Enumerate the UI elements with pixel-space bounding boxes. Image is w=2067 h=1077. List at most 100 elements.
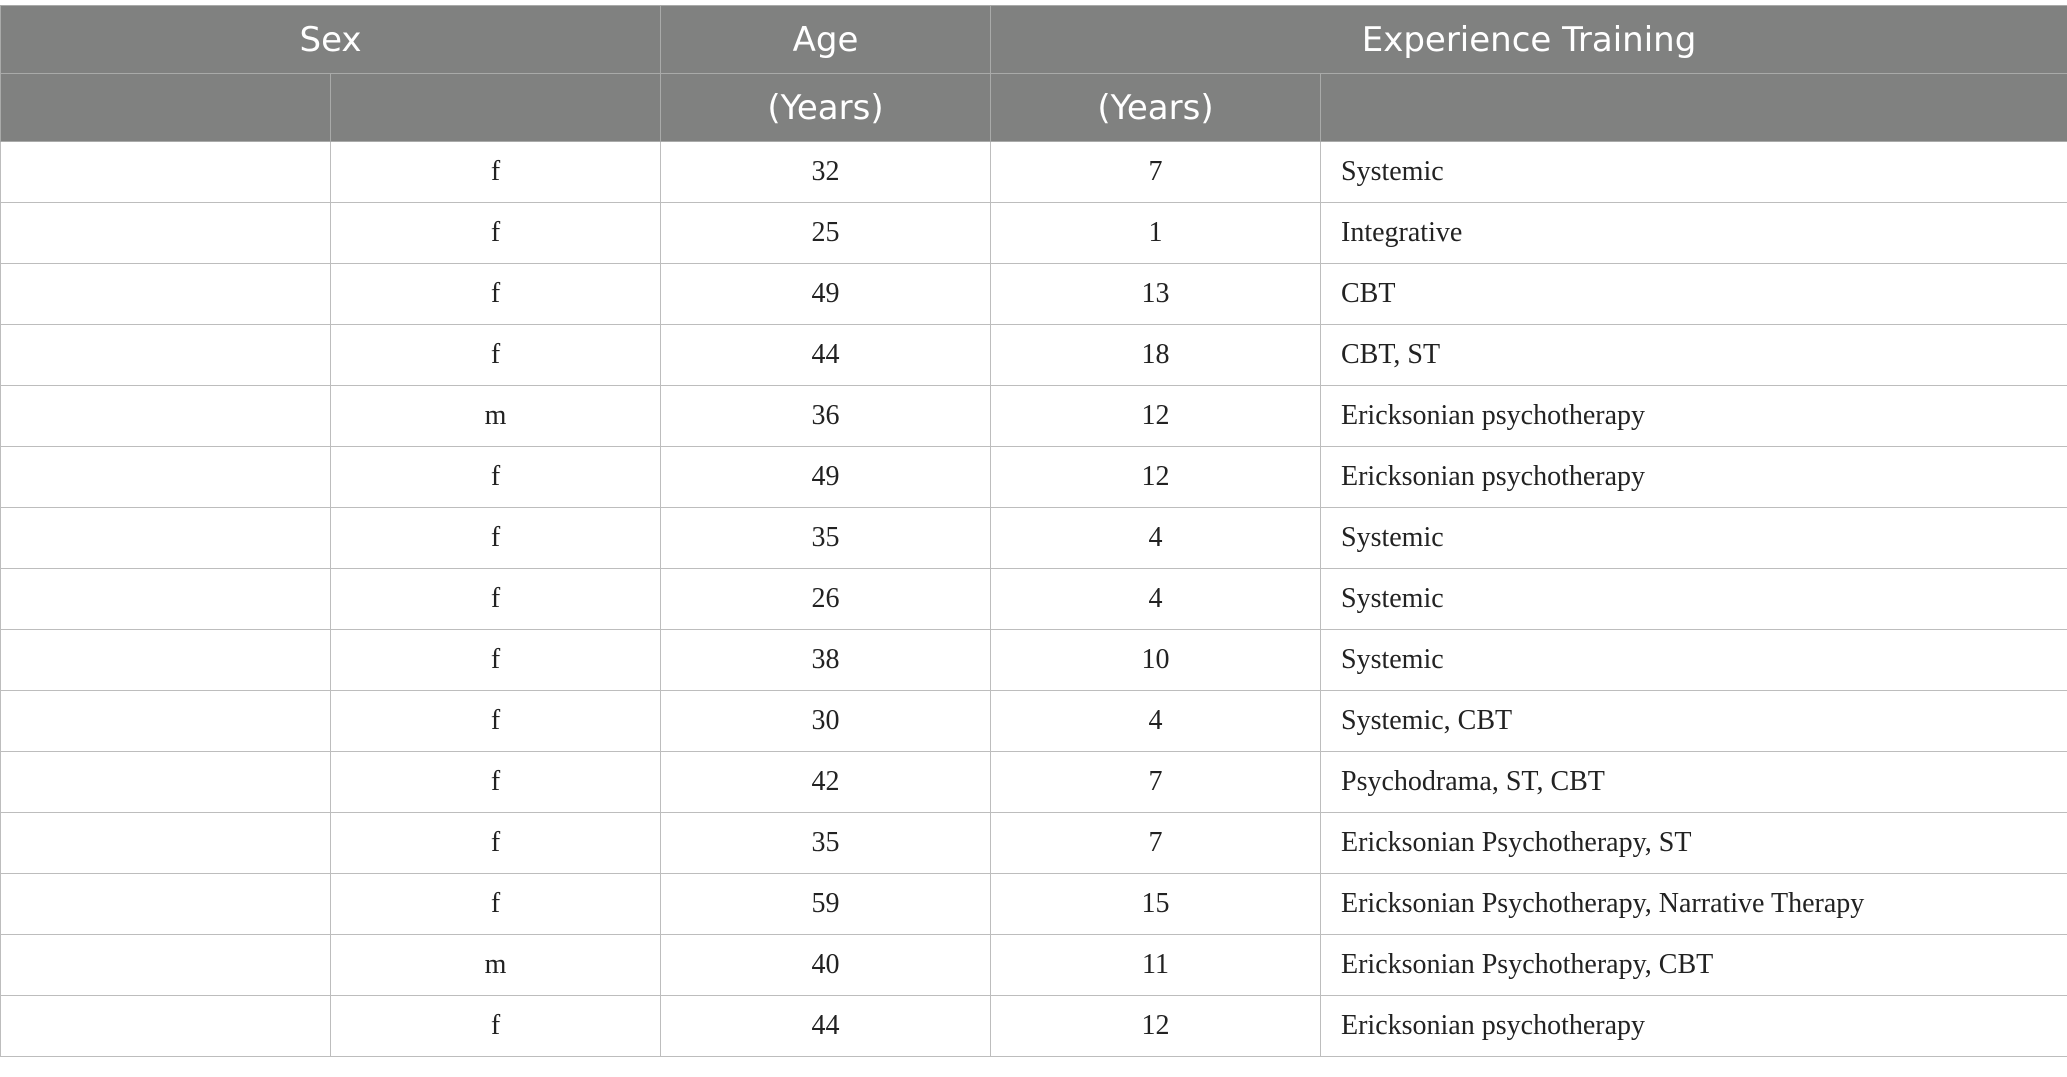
training-cell: Systemic xyxy=(1319,568,2067,630)
experience-cell: 10 xyxy=(990,629,1321,691)
experience-cell: 12 xyxy=(990,385,1321,447)
header-sex: Sex xyxy=(0,5,661,74)
empty-cell xyxy=(0,202,331,264)
age-cell: 49 xyxy=(660,263,991,325)
empty-cell xyxy=(0,690,331,752)
experience-cell: 12 xyxy=(990,995,1321,1057)
age-cell: 59 xyxy=(660,873,991,935)
table-row: f 35 4 Systemic xyxy=(0,507,2067,569)
training-cell: Systemic xyxy=(1319,629,2067,691)
header-experience-unit: (Years) xyxy=(990,73,1321,142)
training-cell: Psychodrama, ST, CBT xyxy=(1319,751,2067,813)
sex-cell: f xyxy=(330,995,661,1057)
header-row-1: Sex Age Experience Training xyxy=(0,5,2067,74)
header-sub-col5 xyxy=(1319,73,2067,142)
training-cell: Ericksonian psychotherapy xyxy=(1319,995,2067,1057)
experience-cell: 11 xyxy=(990,934,1321,996)
sex-cell: m xyxy=(330,934,661,996)
training-cell: Ericksonian psychotherapy xyxy=(1319,385,2067,447)
sex-cell: f xyxy=(330,263,661,325)
sex-cell: f xyxy=(330,141,661,203)
training-cell: Ericksonian psychotherapy xyxy=(1319,446,2067,508)
empty-cell xyxy=(0,385,331,447)
empty-cell xyxy=(0,629,331,691)
experience-cell: 15 xyxy=(990,873,1321,935)
table-row: f 32 7 Systemic xyxy=(0,141,2067,203)
age-cell: 44 xyxy=(660,324,991,386)
header-age: Age xyxy=(660,5,991,74)
experience-cell: 18 xyxy=(990,324,1321,386)
sex-cell: f xyxy=(330,568,661,630)
age-cell: 25 xyxy=(660,202,991,264)
sex-cell: f xyxy=(330,446,661,508)
age-cell: 36 xyxy=(660,385,991,447)
header-sub-col2 xyxy=(330,73,661,142)
empty-cell xyxy=(0,324,331,386)
header-row-2: (Years) (Years) xyxy=(0,73,2067,142)
table-row: f 35 7 Ericksonian Psychotherapy, ST xyxy=(0,812,2067,874)
experience-cell: 4 xyxy=(990,690,1321,752)
empty-cell xyxy=(0,141,331,203)
experience-cell: 7 xyxy=(990,751,1321,813)
experience-cell: 13 xyxy=(990,263,1321,325)
training-cell: Systemic, CBT xyxy=(1319,690,2067,752)
experience-cell: 7 xyxy=(990,812,1321,874)
age-cell: 49 xyxy=(660,446,991,508)
experience-cell: 7 xyxy=(990,141,1321,203)
empty-cell xyxy=(0,812,331,874)
table-row: f 42 7 Psychodrama, ST, CBT xyxy=(0,751,2067,813)
experience-cell: 4 xyxy=(990,507,1321,569)
sex-cell: m xyxy=(330,385,661,447)
age-cell: 44 xyxy=(660,995,991,1057)
empty-cell xyxy=(0,507,331,569)
training-cell: Systemic xyxy=(1319,141,2067,203)
sex-cell: f xyxy=(330,751,661,813)
table-row: f 59 15 Ericksonian Psychotherapy, Narrativ… xyxy=(0,873,2067,935)
age-cell: 40 xyxy=(660,934,991,996)
empty-cell xyxy=(0,995,331,1057)
header-age-unit: (Years) xyxy=(660,73,991,142)
empty-cell xyxy=(0,568,331,630)
table-header: Sex Age Experience Training (Years) (Yea… xyxy=(0,5,2067,142)
training-cell: Integrative xyxy=(1319,202,2067,264)
sex-cell: f xyxy=(330,202,661,264)
age-cell: 35 xyxy=(660,812,991,874)
empty-cell xyxy=(0,934,331,996)
age-cell: 35 xyxy=(660,507,991,569)
header-sub-col1 xyxy=(0,73,331,142)
table-row: f 49 13 CBT xyxy=(0,263,2067,325)
empty-cell xyxy=(0,263,331,325)
sex-cell: f xyxy=(330,324,661,386)
training-cell: CBT xyxy=(1319,263,2067,325)
experience-cell: 4 xyxy=(990,568,1321,630)
training-cell: Ericksonian Psychotherapy, Narrative The… xyxy=(1319,873,2067,935)
training-cell: CBT, ST xyxy=(1319,324,2067,386)
empty-cell xyxy=(0,446,331,508)
age-cell: 30 xyxy=(660,690,991,752)
table-row: f 26 4 Systemic xyxy=(0,568,2067,630)
experience-cell: 1 xyxy=(990,202,1321,264)
table-body: f 32 7 Systemic f 25 1 Integrative f 49 13 CBT f 44 18… xyxy=(0,141,2067,1057)
experience-cell: 12 xyxy=(990,446,1321,508)
empty-cell xyxy=(0,873,331,935)
age-cell: 26 xyxy=(660,568,991,630)
header-experience-training: Experience Training xyxy=(989,5,2067,74)
table-row: f 38 10 Systemic xyxy=(0,629,2067,691)
table-row: f 44 12 Ericksonian psychotherapy xyxy=(0,995,2067,1057)
sex-cell: f xyxy=(330,507,661,569)
table-row: f 25 1 Integrative xyxy=(0,202,2067,264)
sex-cell: f xyxy=(330,873,661,935)
sex-cell: f xyxy=(330,812,661,874)
table-row: f 30 4 Systemic, CBT xyxy=(0,690,2067,752)
sex-cell: f xyxy=(330,690,661,752)
training-cell: Systemic xyxy=(1319,507,2067,569)
table-row: m 36 12 Ericksonian psychotherapy xyxy=(0,385,2067,447)
therapist-demographics-table: Sex Age Experience Training (Years) (Yea… xyxy=(0,5,2067,1057)
empty-cell xyxy=(0,751,331,813)
age-cell: 38 xyxy=(660,629,991,691)
sex-cell: f xyxy=(330,629,661,691)
training-cell: Ericksonian Psychotherapy, ST xyxy=(1319,812,2067,874)
table-row: m 40 11 Ericksonian Psychotherapy, CBT xyxy=(0,934,2067,996)
age-cell: 42 xyxy=(660,751,991,813)
table-row: f 49 12 Ericksonian psychotherapy xyxy=(0,446,2067,508)
